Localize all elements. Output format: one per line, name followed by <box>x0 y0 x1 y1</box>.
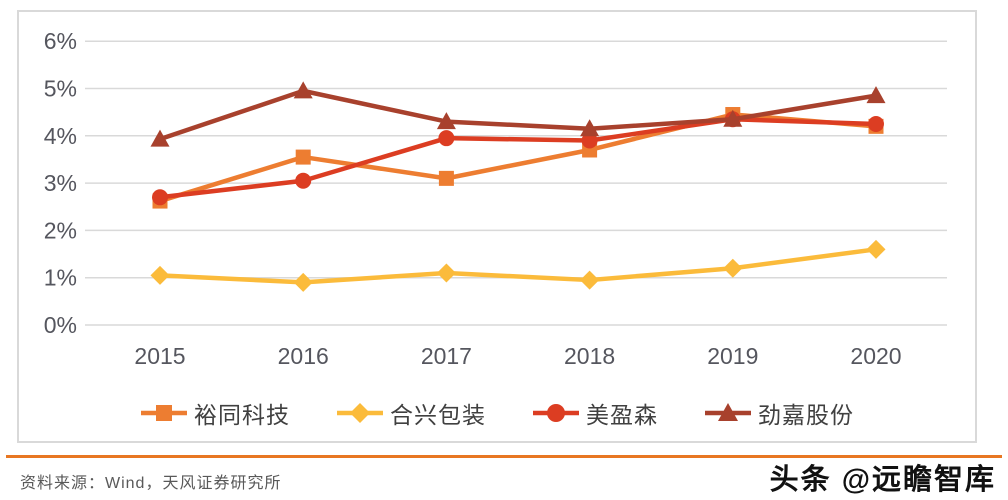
x-tick-label: 2020 <box>850 343 901 369</box>
x-tick-label: 2019 <box>707 343 758 369</box>
series-marker <box>438 130 455 147</box>
y-tick-label: 4% <box>44 123 77 149</box>
legend-circle-icon <box>533 404 579 422</box>
legend-item: 劲嘉股份 <box>704 396 854 430</box>
series-marker <box>580 119 600 137</box>
series-marker <box>295 172 312 189</box>
legend-marker <box>350 403 370 423</box>
series-line <box>157 112 879 204</box>
y-tick-label: 5% <box>44 76 77 102</box>
y-tick-label: 1% <box>44 265 77 291</box>
series-marker <box>150 265 170 285</box>
legend-label: 美盈森 <box>586 402 658 428</box>
legend-item: 裕同科技 <box>140 396 290 430</box>
series-marker <box>295 149 311 165</box>
y-tick-label: 3% <box>44 170 77 196</box>
legend-marker <box>718 403 738 421</box>
series-marker <box>436 263 456 283</box>
series-marker <box>293 272 313 292</box>
legend-item: 美盈森 <box>532 396 658 430</box>
divider-line <box>6 455 1002 458</box>
legend-square-icon <box>141 405 187 421</box>
y-tick-label: 0% <box>44 312 77 338</box>
series-marker <box>868 115 884 132</box>
y-tick-label: 6% <box>44 28 77 54</box>
x-tick-label: 2018 <box>564 343 615 369</box>
source-note: 资料来源：Wind，天风证券研究所 <box>20 475 282 492</box>
legend-label: 裕同科技 <box>194 402 290 428</box>
series-line <box>157 88 879 142</box>
x-tick-label: 2017 <box>421 343 472 369</box>
chart-frame: 0% 1% 2% 3% 4% 5% 6% 2015 2016 2017 2018 2019 2020 裕… <box>17 10 977 443</box>
legend-item: 合兴包装 <box>336 396 486 430</box>
series-marker <box>723 109 743 127</box>
series-line <box>157 116 879 200</box>
legend-triangle-icon <box>705 403 751 421</box>
series-marker <box>152 189 168 206</box>
series-marker <box>866 239 886 259</box>
legend-marker <box>547 404 565 422</box>
series-marker <box>438 170 454 186</box>
series-marker <box>436 112 456 130</box>
legend-marker <box>156 405 172 421</box>
x-tick-label: 2016 <box>278 343 329 369</box>
series-marker <box>866 86 886 104</box>
chart-legend: 裕同科技 合兴包装 美盈森 劲嘉股份 <box>19 396 975 430</box>
series-line <box>157 247 879 285</box>
legend-label: 合兴包装 <box>390 402 486 428</box>
y-tick-label: 2% <box>44 217 77 243</box>
line-chart: 0% 1% 2% 3% 4% 5% 6% 2015 2016 2017 2018 2019 2020 <box>44 28 947 369</box>
series-marker <box>293 81 313 99</box>
legend-diamond-icon <box>337 403 383 423</box>
series-marker <box>150 129 170 147</box>
series-marker <box>723 258 743 278</box>
watermark: 头条 @远瞻智库 <box>769 464 996 496</box>
series-marker <box>580 270 600 290</box>
legend-label: 劲嘉股份 <box>758 402 854 428</box>
x-tick-label: 2015 <box>134 343 185 369</box>
series-marker <box>581 132 598 149</box>
